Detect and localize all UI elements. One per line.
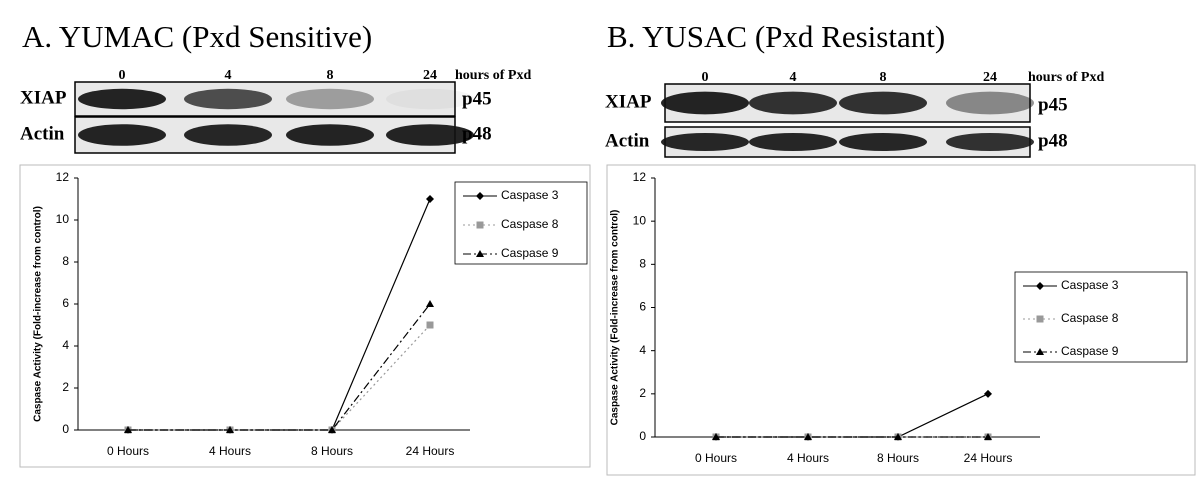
x-tick-label: 4 Hours <box>787 451 829 465</box>
blot-band <box>386 124 474 146</box>
x-tick-label: 24 Hours <box>964 451 1013 465</box>
data-point <box>328 426 336 433</box>
row-label: XIAP <box>20 87 67 108</box>
data-point <box>894 433 902 440</box>
blot-band <box>78 88 166 110</box>
legend-label: Caspase 9 <box>501 246 559 260</box>
y-axis-label: Caspase Activity (Fold-increase from con… <box>610 210 621 426</box>
legend-box <box>1014 271 1188 363</box>
row-label: Actin <box>20 123 65 144</box>
series-line <box>128 324 431 431</box>
y-tick-label: 12 <box>56 170 70 184</box>
y-tick-label: 0 <box>62 422 69 436</box>
series-line <box>128 198 431 431</box>
legend-label: Caspase 8 <box>1061 311 1119 325</box>
row-label: XIAP <box>605 91 652 112</box>
y-tick-label: 10 <box>633 213 647 227</box>
row-label: Actin <box>605 130 650 151</box>
data-point <box>124 426 132 433</box>
data-point <box>226 426 234 433</box>
legend-marker <box>1036 348 1044 355</box>
lane-label: 8 <box>880 70 887 85</box>
y-tick-label: 6 <box>639 300 646 314</box>
data-point <box>426 300 434 307</box>
y-tick-label: 6 <box>62 296 69 310</box>
blot-band <box>386 88 474 110</box>
blot-band <box>661 133 749 151</box>
blot-band <box>946 133 1034 151</box>
lane-unit: hours of Pxd <box>1028 70 1104 85</box>
x-tick-label: 24 Hours <box>406 444 455 458</box>
series-line <box>128 303 431 431</box>
blot-band <box>661 91 749 115</box>
lane-unit: hours of Pxd <box>455 68 531 83</box>
x-tick-label: 8 Hours <box>877 451 919 465</box>
y-tick-label: 8 <box>62 254 69 268</box>
y-axis-label: Caspase Activity (Fold-increase from con… <box>33 206 44 422</box>
legend-label: Caspase 8 <box>501 217 559 231</box>
y-tick-label: 4 <box>639 343 646 357</box>
legend-marker <box>476 250 484 257</box>
blot-band <box>946 91 1034 115</box>
x-tick-label: 0 Hours <box>695 451 737 465</box>
lane-label: 4 <box>225 68 232 83</box>
blot-band <box>839 133 927 151</box>
chart-frame <box>606 164 1196 476</box>
data-point <box>712 433 720 440</box>
y-tick-label: 0 <box>639 429 646 443</box>
legend-label: Caspase 3 <box>501 188 559 202</box>
blot-band <box>286 124 374 146</box>
lane-label: 24 <box>983 70 997 85</box>
band-label: p45 <box>1038 94 1068 115</box>
panel-title: A. YUMAC (Pxd Sensitive) <box>22 19 372 54</box>
panel-title: B. YUSAC (Pxd Resistant) <box>607 19 945 54</box>
blot-band <box>184 88 272 110</box>
legend-marker <box>1036 315 1044 323</box>
y-tick-label: 2 <box>639 386 646 400</box>
band-label: p48 <box>1038 130 1068 151</box>
y-tick-label: 8 <box>639 257 646 271</box>
blot-band <box>184 124 272 146</box>
blot-band <box>749 133 837 151</box>
band-label: p45 <box>462 88 492 109</box>
band-label: p48 <box>462 123 492 144</box>
x-tick-label: 8 Hours <box>311 444 353 458</box>
legend-label: Caspase 3 <box>1061 278 1119 292</box>
y-tick-label: 2 <box>62 380 69 394</box>
legend-marker <box>476 192 484 200</box>
lane-label: 4 <box>790 70 797 85</box>
data-point <box>426 321 434 329</box>
series-line <box>716 393 989 438</box>
x-tick-label: 4 Hours <box>209 444 251 458</box>
legend-marker <box>1036 282 1044 290</box>
lane-label: 0 <box>702 70 709 85</box>
lane-label: 0 <box>119 68 126 83</box>
legend-box <box>454 181 588 265</box>
y-tick-label: 10 <box>56 212 70 226</box>
blot-band <box>286 88 374 110</box>
blot-band <box>78 124 166 146</box>
data-point <box>804 433 812 440</box>
data-point <box>426 195 434 203</box>
chart-frame <box>19 164 591 468</box>
blot-band <box>839 91 927 115</box>
data-point <box>984 433 992 440</box>
legend-marker <box>476 221 484 229</box>
lane-label: 8 <box>327 68 334 83</box>
legend-label: Caspase 9 <box>1061 344 1119 358</box>
lane-label: 24 <box>423 68 437 83</box>
y-tick-label: 4 <box>62 338 69 352</box>
y-tick-label: 12 <box>633 170 647 184</box>
blot-band <box>749 91 837 115</box>
x-tick-label: 0 Hours <box>107 444 149 458</box>
data-point <box>984 389 992 398</box>
